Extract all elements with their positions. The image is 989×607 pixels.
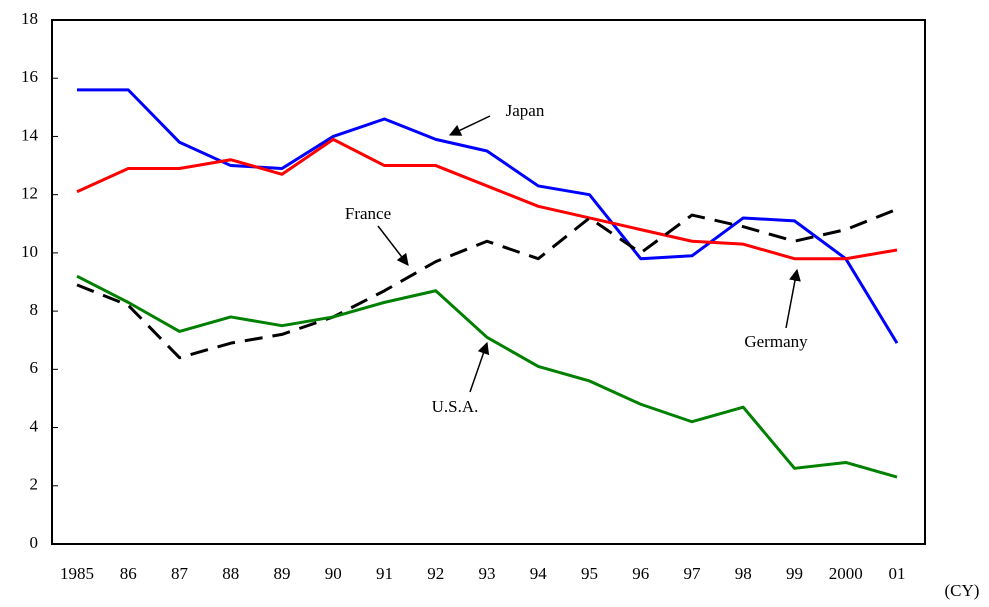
x-tick-label: 96: [632, 564, 649, 583]
y-tick-label: 14: [21, 125, 39, 144]
y-tick-label: 16: [21, 67, 38, 86]
x-tick-label: 91: [376, 564, 393, 583]
series-line: [76, 137, 898, 261]
x-tick-label: 93: [479, 564, 496, 583]
x-tick-label: 89: [274, 564, 291, 583]
annotation-arrow: [785, 268, 801, 329]
x-tick-label: 92: [427, 564, 444, 583]
x-tick-label: 99: [786, 564, 803, 583]
series-label: Japan: [506, 101, 545, 120]
annotation-arrow: [377, 225, 409, 266]
plot-frame: [51, 19, 926, 545]
y-tick-label: 10: [21, 242, 38, 261]
x-tick-label: 86: [120, 564, 137, 583]
x-tick-label: 98: [735, 564, 752, 583]
x-tick-label: 88: [222, 564, 239, 583]
series-line: [76, 207, 898, 360]
x-tick-label: 97: [684, 564, 702, 583]
y-tick-label: 6: [30, 358, 39, 377]
series-label: France: [345, 204, 391, 223]
series-line: [76, 274, 898, 479]
x-tick-label: 94: [530, 564, 548, 583]
y-tick-label: 18: [21, 9, 38, 28]
annotation-arrow: [469, 341, 490, 393]
y-tick-label: 0: [30, 533, 39, 552]
x-axis-label: (CY): [945, 581, 980, 600]
y-tick-label: 8: [30, 300, 39, 319]
y-tick-label: 12: [21, 184, 38, 203]
x-tick-label: 90: [325, 564, 342, 583]
series-label: U.S.A.: [432, 397, 479, 416]
annotation-arrow: [448, 115, 491, 136]
x-tick-label: 95: [581, 564, 598, 583]
x-tick-label: 1985: [60, 564, 94, 583]
series-line: [77, 88, 899, 344]
series-label: Germany: [744, 332, 808, 351]
y-tick-label: 4: [30, 416, 39, 435]
x-tick-label: 87: [171, 564, 189, 583]
x-tick-label: 01: [889, 564, 906, 583]
x-tick-label: 2000: [829, 564, 863, 583]
y-tick-label: 2: [30, 475, 39, 494]
